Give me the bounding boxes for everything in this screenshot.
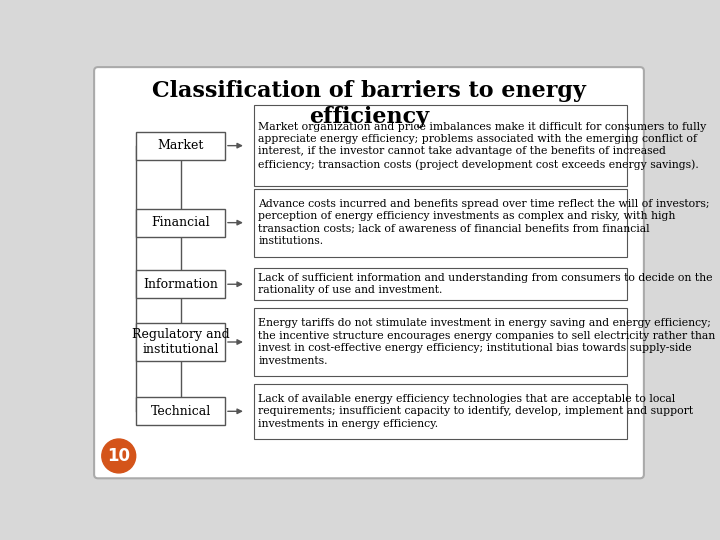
- Text: Technical: Technical: [150, 405, 211, 418]
- Text: Market organization and price imbalances make it difficult for consumers to full: Market organization and price imbalances…: [258, 122, 706, 170]
- Text: Regulatory and
institutional: Regulatory and institutional: [132, 328, 230, 356]
- FancyBboxPatch shape: [137, 323, 225, 361]
- Text: Advance costs incurred and benefits spread over time reflect the will of investo: Advance costs incurred and benefits spre…: [258, 199, 710, 246]
- FancyBboxPatch shape: [137, 397, 225, 425]
- Text: Lack of available energy efficiency technologies that are acceptable to local
re: Lack of available energy efficiency tech…: [258, 394, 693, 429]
- Text: Financial: Financial: [151, 216, 210, 229]
- Text: Classification of barriers to energy
efficiency: Classification of barriers to energy eff…: [152, 80, 586, 127]
- FancyBboxPatch shape: [94, 67, 644, 478]
- Text: Lack of sufficient information and understanding from consumers to decide on the: Lack of sufficient information and under…: [258, 273, 713, 295]
- FancyBboxPatch shape: [137, 132, 225, 159]
- Circle shape: [102, 439, 135, 473]
- FancyBboxPatch shape: [253, 308, 627, 376]
- FancyBboxPatch shape: [253, 383, 627, 439]
- FancyBboxPatch shape: [137, 271, 225, 298]
- Text: Energy tariffs do not stimulate investment in energy saving and energy efficienc: Energy tariffs do not stimulate investme…: [258, 319, 716, 366]
- FancyBboxPatch shape: [253, 189, 627, 256]
- FancyBboxPatch shape: [253, 105, 627, 186]
- Text: 10: 10: [107, 447, 130, 465]
- FancyBboxPatch shape: [253, 268, 627, 300]
- FancyBboxPatch shape: [137, 209, 225, 237]
- Text: Information: Information: [143, 278, 218, 291]
- Text: Market: Market: [158, 139, 204, 152]
